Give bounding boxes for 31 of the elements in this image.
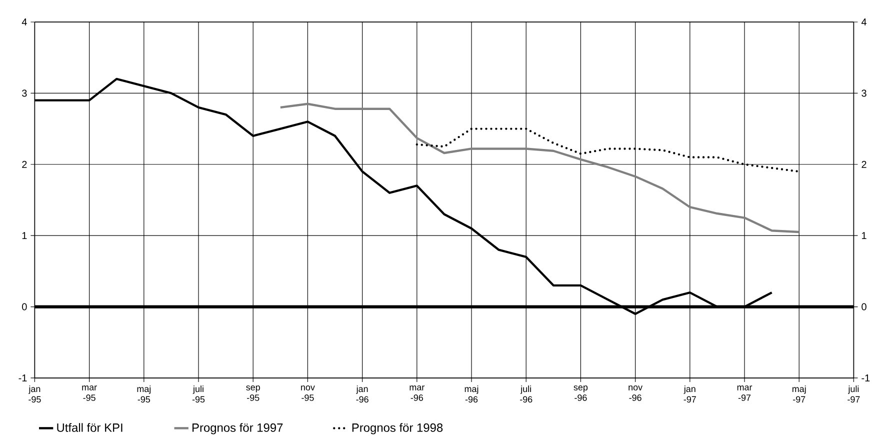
x-tick-label: maj -97 bbox=[792, 386, 806, 403]
y2-tick-label: 0 bbox=[862, 303, 866, 310]
x-tick-label: jan -95 bbox=[28, 386, 41, 403]
x-tick-label: jan -96 bbox=[356, 386, 368, 403]
x-tick-label: juli -96 bbox=[520, 386, 532, 403]
x-tick-label: maj -95 bbox=[137, 386, 151, 403]
x-tick-label: maj -96 bbox=[464, 386, 478, 403]
y-tick-label: 1 bbox=[22, 232, 27, 240]
y-tick-label: -1 bbox=[18, 374, 27, 382]
legend-label: Prognos för 1997 bbox=[192, 423, 283, 434]
legend-label: Utfall för KPI bbox=[57, 423, 122, 432]
x-tick-label: sep -95 bbox=[246, 386, 260, 401]
legend-label: Prognos för 1998 bbox=[352, 423, 443, 434]
y-tick-label: 0 bbox=[22, 303, 27, 310]
x-tick-label: nov -96 bbox=[628, 386, 643, 401]
y2-tick-label: 3 bbox=[862, 90, 866, 97]
y2-tick-label: 1 bbox=[862, 232, 866, 240]
y2-tick-label: -1 bbox=[862, 374, 870, 382]
y-tick-label: 3 bbox=[22, 90, 27, 97]
x-tick-label: nov -95 bbox=[301, 386, 315, 401]
y2-tick-label: 2 bbox=[862, 160, 866, 168]
x-tick-label: juli -97 bbox=[848, 386, 860, 403]
x-tick-label: mar -95 bbox=[82, 386, 97, 401]
y2-tick-label: 4 bbox=[861, 18, 866, 26]
x-tick-label: jan -97 bbox=[684, 386, 696, 403]
y-tick-label: 4 bbox=[22, 18, 27, 26]
x-tick-label: mar -97 bbox=[737, 386, 752, 401]
x-tick-label: sep -96 bbox=[574, 386, 588, 401]
x-tick-label: mar -96 bbox=[410, 386, 424, 401]
x-tick-label: juli -95 bbox=[192, 386, 205, 403]
y-tick-label: 2 bbox=[22, 160, 27, 168]
